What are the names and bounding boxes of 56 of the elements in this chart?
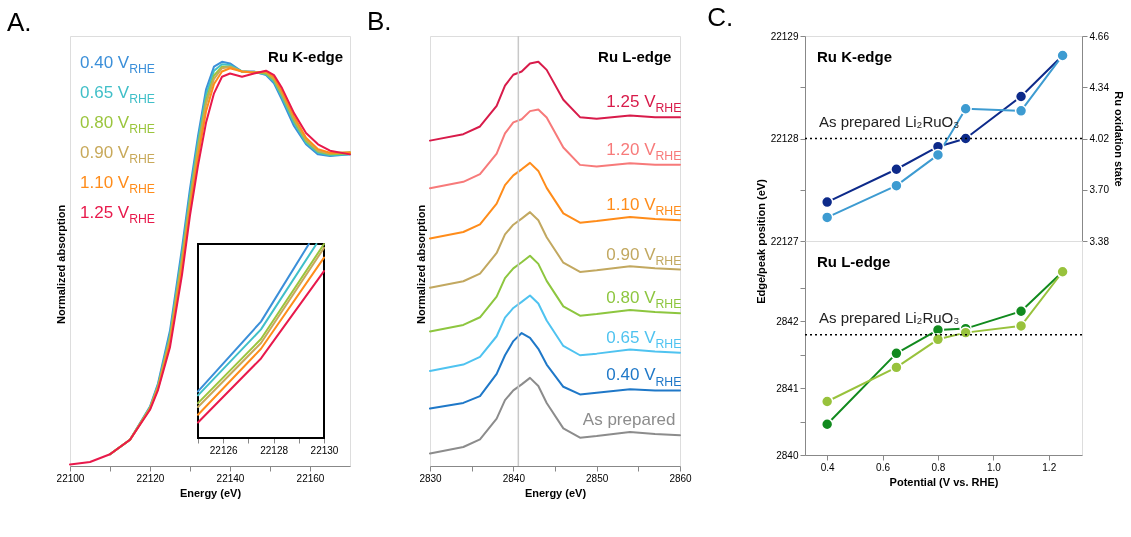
- y2-axis-title: Ru oxidation state: [1112, 91, 1125, 187]
- y-axis-title: Normalized absorption: [54, 204, 67, 324]
- y-tick-label: 22127: [770, 235, 799, 247]
- point: [820, 211, 834, 224]
- annotation: Ru K-edge: [268, 48, 344, 65]
- point: [820, 418, 834, 431]
- chart-title: A.: [7, 7, 32, 37]
- annotation: Ru L-edge: [598, 48, 672, 65]
- point: [1014, 319, 1028, 333]
- point: [890, 347, 903, 360]
- ref-line-label: As prepared Li₂RuO₃: [819, 112, 960, 130]
- annotation: Ru L-edge: [817, 253, 891, 270]
- x-tick-label: 1.0: [986, 461, 1002, 473]
- x-tick-label: 1.2: [1042, 461, 1057, 473]
- x-axis-title: Energy (eV): [179, 486, 242, 499]
- point: [1014, 104, 1028, 118]
- y-axis-title: Normalized absorption: [414, 204, 427, 324]
- x-tick-label: 22160: [296, 472, 325, 484]
- x-tick-label: 2840: [502, 472, 526, 484]
- x-tick-label: 22130: [310, 444, 339, 456]
- point: [959, 132, 972, 145]
- x-tick-label: 2860: [669, 472, 693, 484]
- x-axis-title: Potential (V vs. RHE): [889, 475, 999, 488]
- ref-line-label: As prepared Li₂RuO₃: [819, 308, 960, 326]
- point: [1014, 305, 1028, 318]
- x-tick-label: 0.8: [931, 461, 946, 473]
- point: [1014, 90, 1028, 103]
- y2-tick-label: 4.34: [1089, 81, 1110, 93]
- x-tick-label: 22120: [136, 472, 165, 484]
- y2-tick-label: 4.02: [1089, 133, 1110, 144]
- x-tick-label: 2850: [586, 472, 609, 484]
- annotation: Ru K-edge: [817, 48, 892, 65]
- y-tick-label: 2841: [776, 382, 799, 394]
- chart-title: B.: [367, 6, 392, 37]
- x-tick-label: 0.6: [876, 461, 891, 473]
- y-tick-label: 2842: [776, 315, 799, 327]
- y2-tick-label: 3.70: [1089, 184, 1110, 196]
- point: [820, 195, 834, 209]
- point: [959, 326, 972, 339]
- y2-tick-label: 3.38: [1089, 235, 1110, 247]
- x-tick-label: 22140: [216, 472, 245, 484]
- x-tick-label: 2830: [419, 472, 443, 484]
- point: [931, 148, 945, 162]
- x-tick-label: 0.4: [820, 461, 836, 473]
- y-axis-title: Edge/peak position (eV): [754, 178, 767, 304]
- x-tick-label: 22128: [260, 444, 289, 456]
- series-label: As prepared: [582, 410, 676, 430]
- y2-tick-label: 4.66: [1089, 30, 1110, 42]
- x-tick-label: 22100: [56, 472, 85, 484]
- x-tick-label: 22126: [209, 444, 239, 456]
- chart-title: C.: [707, 2, 734, 32]
- y-tick-label: 22128: [770, 133, 799, 144]
- point: [820, 395, 834, 408]
- x-axis-title: Energy (eV): [524, 486, 587, 499]
- y-tick-label: 22129: [770, 30, 799, 42]
- point: [931, 333, 945, 346]
